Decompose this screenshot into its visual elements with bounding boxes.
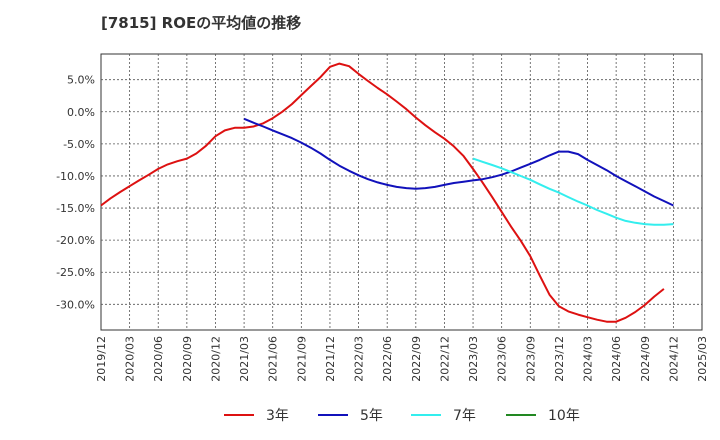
y-tick-label: 5.0% xyxy=(67,74,95,87)
x-tick-label: 2021/12 xyxy=(324,336,337,382)
x-tick-label: 2022/06 xyxy=(381,336,394,382)
x-tick-label: 2020/09 xyxy=(181,336,194,382)
x-tick-label: 2021/06 xyxy=(267,336,280,382)
y-tick-label: -15.0% xyxy=(56,202,95,215)
x-tick-label: 2022/09 xyxy=(410,336,423,382)
x-tick-label: 2023/12 xyxy=(553,336,566,382)
x-tick-label: 2024/12 xyxy=(667,336,680,382)
x-tick-label: 2020/03 xyxy=(124,336,137,382)
x-tick-label: 2022/03 xyxy=(353,336,366,382)
y-tick-label: -25.0% xyxy=(56,266,95,279)
y-tick-label: -30.0% xyxy=(56,298,95,311)
x-tick-label: 2025/03 xyxy=(696,336,709,382)
x-tick-label: 2022/12 xyxy=(438,336,451,382)
x-tick-label: 2021/03 xyxy=(238,336,251,382)
x-tick-label: 2023/06 xyxy=(496,336,509,382)
legend-label: 5年 xyxy=(360,408,383,424)
y-axis: 5.0% 0.0% -5.0% -10.0% -15.0% -20.0% -25.0% -30… xyxy=(56,74,95,312)
x-tick-label: 2019/12 xyxy=(95,336,108,382)
y-tick-label: -5.0% xyxy=(63,138,95,151)
grid xyxy=(101,54,702,330)
chart-title: [7815] ROEの平均値の推移 xyxy=(101,14,302,32)
legend-label: 3年 xyxy=(266,408,289,424)
y-tick-label: 0.0% xyxy=(67,106,95,119)
series-line-3年 xyxy=(100,62,665,323)
x-tick-label: 2024/09 xyxy=(639,336,652,382)
series-lines xyxy=(100,62,674,323)
legend-label: 10年 xyxy=(548,408,580,424)
series-line-5年 xyxy=(243,117,674,207)
x-tick-label: 2023/03 xyxy=(467,336,480,382)
y-tick-label: -20.0% xyxy=(56,234,95,247)
x-tick-label: 2024/06 xyxy=(610,336,623,382)
series-line-7年 xyxy=(472,157,674,226)
legend-label: 7年 xyxy=(453,408,476,424)
y-tick-label: -10.0% xyxy=(56,170,95,183)
plot-area xyxy=(100,53,703,331)
x-axis: 2019/12 2020/03 2020/06 2020/09 2020/12 2021/… xyxy=(95,336,709,382)
x-tick-label: 2020/06 xyxy=(152,336,165,382)
x-tick-label: 2023/09 xyxy=(524,336,537,382)
x-tick-label: 2020/12 xyxy=(209,336,222,382)
legend: 3年 5年 7年 10年 xyxy=(224,408,580,424)
x-tick-label: 2021/09 xyxy=(295,336,308,382)
x-tick-label: 2024/03 xyxy=(582,336,595,382)
